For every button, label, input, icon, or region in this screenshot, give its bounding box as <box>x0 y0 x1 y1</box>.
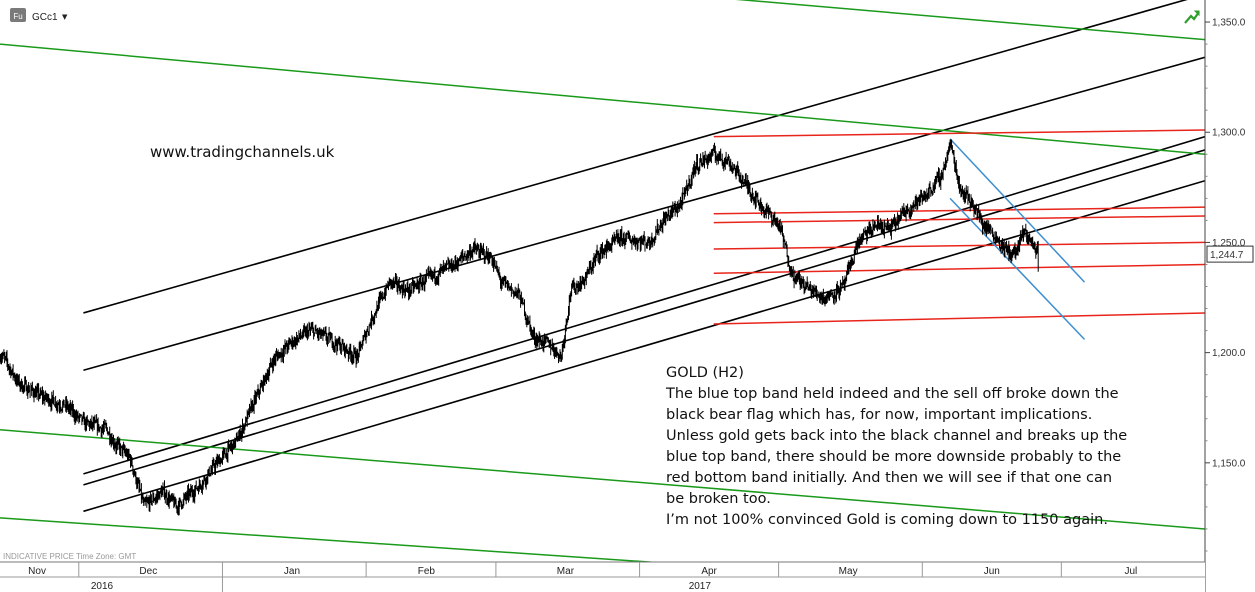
commentary-line: black bear flag which has, for now, impo… <box>666 407 1092 423</box>
y-tick-label: 1,250.0 <box>1212 238 1246 249</box>
price-bars <box>0 139 1039 516</box>
x-month-label: Jul <box>1124 566 1137 577</box>
symbol-dropdown-icon[interactable]: ▼ <box>62 13 68 21</box>
black-channel-line <box>83 135 1205 475</box>
red-channel-line <box>713 263 1205 275</box>
black-channel-line <box>83 0 1188 314</box>
channel-lines <box>0 0 1205 562</box>
symbol-label[interactable]: GCc1 <box>32 12 58 23</box>
commentary-line: I’m not 100% convinced Gold is coming do… <box>666 512 1108 528</box>
commentary-block: GOLD (H2) The blue top band held indeed … <box>665 365 1127 528</box>
x-month-label: Apr <box>701 566 717 577</box>
red-channel-line <box>713 129 1205 138</box>
red-channel-line <box>713 241 1205 250</box>
x-year-label: 2017 <box>689 581 712 592</box>
commentary-line: be broken too. <box>666 491 771 507</box>
black-channel-line <box>83 56 1205 372</box>
x-year-label: 2016 <box>91 581 114 592</box>
x-month-label: Nov <box>28 566 46 577</box>
commentary-line: Unless gold gets back into the black cha… <box>666 428 1127 444</box>
green-channel-line <box>0 429 1205 530</box>
x-month-label: May <box>839 566 858 577</box>
x-month-label: Feb <box>418 566 436 577</box>
y-tick-label: 1,150.0 <box>1212 458 1246 469</box>
green-channel-line <box>735 0 1205 41</box>
x-month-label: Jun <box>984 566 1000 577</box>
green-channel-line <box>0 43 1205 156</box>
blue-channel-line <box>949 138 1086 283</box>
y-tick-label: 1,300.0 <box>1212 128 1246 139</box>
x-month-label: Jan <box>284 566 300 577</box>
watermark-url: www.tradingchannels.uk <box>150 143 335 161</box>
commentary-line: blue top band, there should be more down… <box>666 449 1121 465</box>
blue-channel-line <box>949 197 1086 340</box>
x-month-label: Mar <box>557 566 575 577</box>
x-month-label: Dec <box>139 566 157 577</box>
y-axis[interactable]: 1,150.0 1,200.0 1,250.0 1,300.0 1,350.0 <box>1204 0 1246 592</box>
red-channel-line <box>713 215 1205 224</box>
red-channel-line <box>713 206 1205 215</box>
commentary-title: GOLD (H2) <box>666 365 744 381</box>
indicative-price-note: INDICATIVE PRICE Time Zone: GMT <box>3 552 136 561</box>
commentary-line: The blue top band held indeed and the se… <box>665 386 1119 402</box>
symbol-badge <box>10 8 26 22</box>
symbol-toolbar[interactable]: Fu GCc1 ▼ <box>10 8 68 23</box>
last-price-text: 1,244.7 <box>1210 250 1244 261</box>
last-price-box <box>1206 245 1254 263</box>
last-price-label: 1,244.7 <box>1206 245 1254 263</box>
price-series <box>0 139 1039 516</box>
y-tick-label: 1,350.0 <box>1212 18 1246 29</box>
trend-arrow-stroke <box>1184 11 1200 24</box>
black-channel-line <box>83 179 1205 513</box>
green-channel-line <box>0 517 660 562</box>
trend-arrow-head <box>1193 10 1200 17</box>
black-channel-line <box>83 149 1205 486</box>
symbol-badge-text: Fu <box>13 12 22 21</box>
commentary-line: red bottom band initially. And then we w… <box>666 470 1112 486</box>
x-axis[interactable]: Nov Dec Jan Feb Mar Apr May Jun Jul 2016 2017 <box>0 561 1205 592</box>
red-channel-line <box>713 312 1205 325</box>
trend-arrow-icon[interactable] <box>1184 10 1200 24</box>
y-tick-label: 1,200.0 <box>1212 348 1246 359</box>
